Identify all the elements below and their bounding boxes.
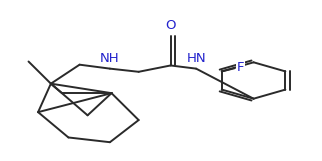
Text: F: F — [237, 61, 245, 74]
Text: NH: NH — [100, 52, 120, 65]
Text: HN: HN — [186, 52, 206, 65]
Text: O: O — [165, 19, 176, 32]
